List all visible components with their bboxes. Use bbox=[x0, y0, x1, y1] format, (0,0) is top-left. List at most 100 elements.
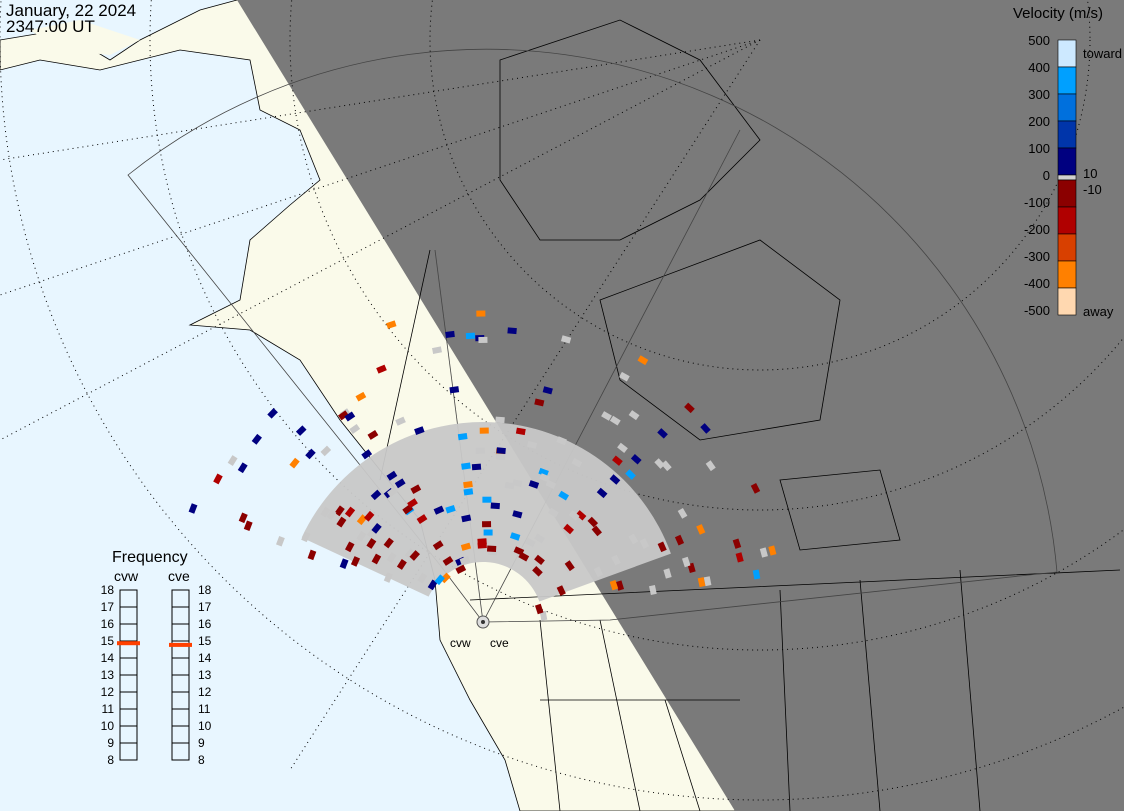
latitude-line bbox=[429, 0, 1091, 371]
scatter-cell bbox=[307, 549, 317, 561]
siberia-land bbox=[30, 20, 140, 55]
scatter-cell bbox=[479, 427, 489, 434]
scatter-cell bbox=[674, 534, 685, 546]
scatter-cell bbox=[455, 564, 467, 575]
velocity-tick-label: 200 bbox=[1028, 114, 1050, 129]
velocity-tick-label: 100 bbox=[1028, 141, 1050, 156]
threshold-pos-label: 10 bbox=[1083, 166, 1098, 181]
scatter-cell bbox=[334, 505, 345, 517]
scatter-cell bbox=[587, 516, 599, 528]
scatter-cell bbox=[482, 521, 492, 528]
frequency-tick-label: 12 bbox=[100, 685, 114, 699]
scatter-cell bbox=[344, 506, 356, 518]
scatter-cell bbox=[475, 447, 485, 454]
velocity-color-swatch bbox=[1057, 39, 1077, 68]
scatter-cell bbox=[768, 545, 777, 556]
scatter-cell bbox=[611, 554, 621, 566]
scatter-cell bbox=[461, 514, 472, 523]
longitude-line bbox=[0, 39, 761, 296]
frequency-tick-label: 18 bbox=[198, 583, 212, 597]
site-label-cvw: cvw bbox=[450, 636, 471, 650]
frequency-radar-cve-label: cve bbox=[168, 568, 190, 584]
scatter-cell bbox=[539, 610, 548, 621]
frequency-tick-label: 14 bbox=[198, 651, 212, 665]
threshold-neg-label: -10 bbox=[1083, 182, 1102, 197]
scatter-cell bbox=[213, 473, 223, 485]
scatter-cell bbox=[700, 423, 711, 434]
scatter-cell bbox=[407, 498, 418, 509]
scatter-cell bbox=[320, 506, 331, 518]
scatter-cell bbox=[495, 416, 505, 424]
scatter-cell bbox=[361, 449, 373, 460]
scatter-cell bbox=[476, 310, 486, 317]
scatter-cell bbox=[427, 579, 438, 591]
scatter-cell bbox=[251, 433, 262, 445]
frequency-tick-label: 8 bbox=[198, 753, 205, 767]
scatter-cell bbox=[696, 524, 706, 535]
scatter-cell bbox=[560, 335, 572, 344]
velocity-color-swatch bbox=[1057, 93, 1077, 122]
scatter-cell bbox=[345, 541, 355, 553]
scatter-cell bbox=[542, 386, 553, 395]
scatter-cell bbox=[609, 579, 619, 591]
velocity-color-swatch bbox=[1057, 174, 1077, 181]
scatter-cell bbox=[534, 554, 545, 566]
frequency-marker-cvw bbox=[117, 641, 140, 646]
velocity-tick-label: 500 bbox=[1028, 33, 1050, 48]
scatter-cell bbox=[568, 510, 580, 521]
scatter-cell bbox=[356, 530, 367, 542]
velocity-color-swatch bbox=[1057, 179, 1077, 208]
scatter-cell bbox=[564, 560, 575, 572]
scatter-cell bbox=[289, 457, 300, 469]
scatter-cell bbox=[609, 474, 621, 485]
scatter-cell bbox=[276, 535, 285, 547]
scatter-cell bbox=[355, 391, 367, 402]
scatter-cell bbox=[628, 533, 639, 545]
scatter-cell bbox=[267, 408, 278, 419]
scatter-cell bbox=[370, 489, 382, 501]
velocity-tick-label: -100 bbox=[1023, 195, 1050, 210]
frequency-tick-label: 18 bbox=[100, 583, 114, 597]
scatter-cell bbox=[654, 458, 665, 469]
scatter-cell bbox=[697, 577, 706, 588]
scatter-cell bbox=[534, 603, 544, 615]
scatter-cell bbox=[732, 538, 742, 549]
scatter-cell bbox=[383, 572, 393, 583]
velocity-scale-title: Velocity (m/s) bbox=[1013, 5, 1104, 22]
scatter-cell bbox=[434, 574, 445, 586]
site-label-cve: cve bbox=[490, 636, 509, 650]
scatter-cell bbox=[677, 508, 688, 519]
scatter-cell bbox=[243, 520, 253, 532]
scatter-cell bbox=[371, 553, 382, 565]
scatter-cell bbox=[238, 512, 248, 524]
scatter-cell bbox=[409, 550, 420, 561]
scatter-cell bbox=[295, 425, 307, 436]
scatter-cell bbox=[684, 402, 695, 414]
scatter-cell bbox=[630, 453, 642, 465]
scatter-cell bbox=[593, 566, 604, 578]
scatter-cell bbox=[376, 364, 387, 374]
frequency-tick-label: 9 bbox=[107, 736, 114, 750]
scatter-cell bbox=[558, 490, 570, 501]
scatter-cell bbox=[705, 460, 716, 472]
scatter-cell bbox=[445, 505, 456, 514]
scatter-cell bbox=[320, 445, 332, 457]
scatter-cell bbox=[703, 576, 712, 587]
scatter-cell bbox=[364, 510, 375, 522]
frequency-tick-label: 12 bbox=[198, 685, 212, 699]
scatter-cell bbox=[649, 585, 657, 596]
scatter-cell bbox=[449, 386, 460, 394]
scatter-cell bbox=[410, 484, 422, 495]
velocity-tick-label: -300 bbox=[1023, 249, 1050, 264]
scatter-cell bbox=[512, 479, 523, 488]
frequency-tick-label: 13 bbox=[100, 668, 114, 682]
scatter-cell bbox=[301, 531, 311, 543]
scatter-cell bbox=[596, 487, 608, 499]
frequency-tick-label: 10 bbox=[198, 719, 212, 733]
scatter-cell bbox=[477, 541, 487, 549]
scatter-cell bbox=[482, 496, 492, 503]
scatter-cell bbox=[759, 547, 768, 558]
scatter-cell bbox=[414, 426, 425, 435]
radar-site-dot bbox=[481, 620, 485, 624]
